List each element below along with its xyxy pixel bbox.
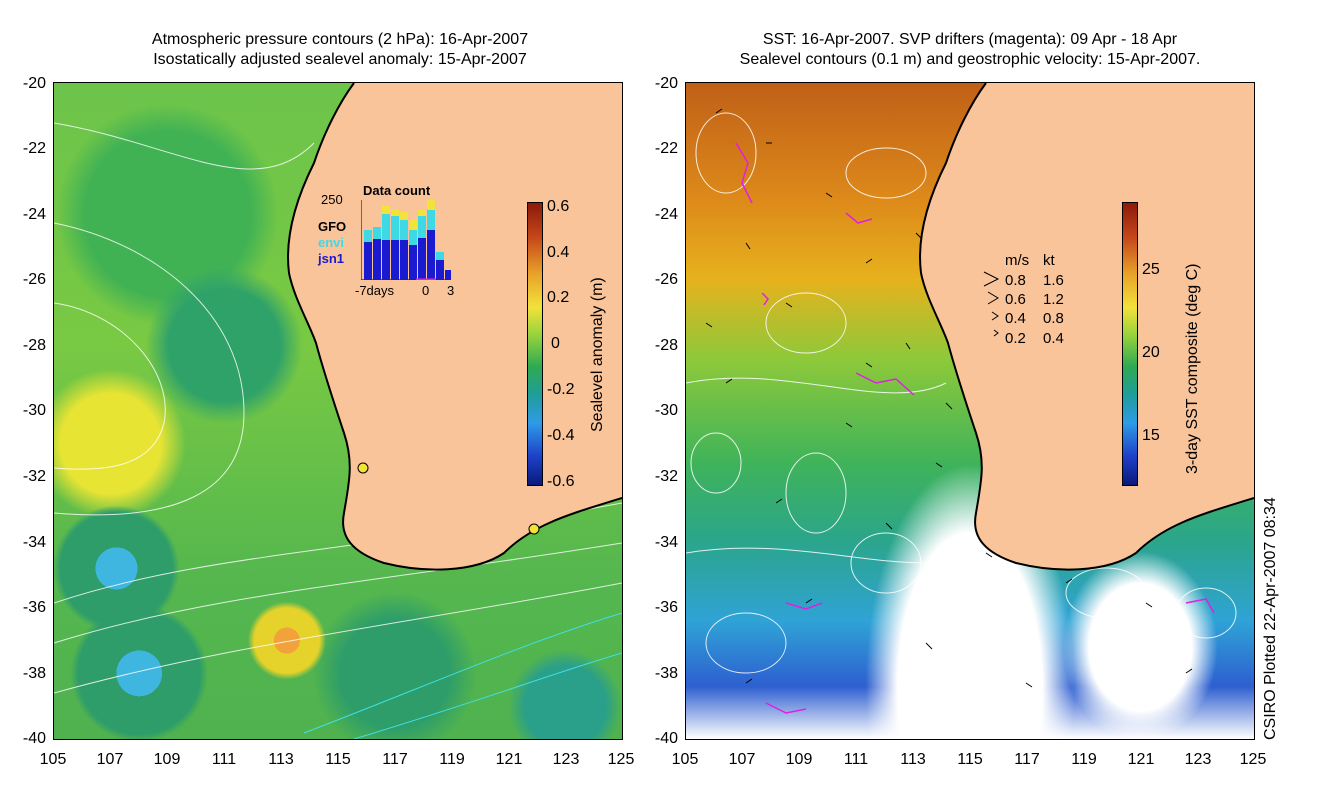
pressure-contours-cyan <box>303 612 622 739</box>
inset-ymax: 250 <box>321 192 343 207</box>
velocity-legend-kt: 0.4 <box>1043 330 1064 347</box>
right-xtick: 121 <box>1127 751 1155 768</box>
right-xtick: 117 <box>1014 751 1040 768</box>
velocity-legend-arrows <box>983 271 1000 337</box>
left-ytick: -22 <box>22 140 46 157</box>
left-xtick: 109 <box>153 751 181 768</box>
sealevel-contours <box>686 112 1237 674</box>
inset-bars <box>361 200 451 280</box>
left-xtick: 119 <box>439 751 465 768</box>
left-ytick: -28 <box>22 337 46 354</box>
right-ytick: -34 <box>654 534 678 551</box>
right-ytick: -24 <box>654 206 678 223</box>
left-cbar-tick-5: -0.4 <box>547 427 575 444</box>
velocity-legend-ms: 0.8 <box>1005 272 1026 289</box>
left-ytick: -24 <box>22 206 46 223</box>
left-xtick: 113 <box>268 751 294 768</box>
left-cbar-tick-2: 0.2 <box>547 289 570 306</box>
velocity-legend-kt: 1.2 <box>1043 291 1064 308</box>
inset-title: Data count <box>363 183 431 198</box>
left-ytick: -38 <box>22 665 46 682</box>
right-ytick: -40 <box>654 730 678 747</box>
right-xtick: 115 <box>957 751 983 768</box>
left-title-line2: Isostatically adjusted sealevel anomaly:… <box>153 51 527 68</box>
right-land <box>920 83 1254 570</box>
right-ytick: -32 <box>654 468 678 485</box>
left-tide-gauge-1 <box>357 462 369 474</box>
inset-bar-stack <box>364 200 451 280</box>
left-ytick: -20 <box>22 75 46 92</box>
left-xtick: 123 <box>552 751 580 768</box>
left-title-line1: Atmospheric pressure contours (2 hPa): 1… <box>151 31 529 48</box>
inset-xlabel-start: -7days <box>355 283 395 298</box>
right-ytick: -38 <box>654 665 678 682</box>
inset-xlabel-zero: 0 <box>422 283 430 298</box>
right-cbar-tick-1: 20 <box>1142 344 1160 361</box>
left-ytick: -32 <box>22 468 46 485</box>
velocity-legend-ms: 0.6 <box>1005 291 1026 308</box>
left-ytick: -30 <box>22 402 46 419</box>
velocity-vectors <box>705 108 1193 688</box>
right-coastline <box>919 83 1254 571</box>
right-title-line2: Sealevel contours (0.1 m) and geostrophi… <box>739 51 1201 68</box>
left-cbar-tick-1: 0.4 <box>547 244 570 261</box>
right-title-line1: SST: 16-Apr-2007. SVP drifters (magenta)… <box>762 31 1178 48</box>
inset-xlabel-end: 3 <box>447 283 455 298</box>
left-ytick: -40 <box>22 730 46 747</box>
svp-drifter-tracks <box>735 142 1215 714</box>
left-xtick: 107 <box>96 751 124 768</box>
right-xtick: 111 <box>843 751 869 768</box>
left-xtick: 111 <box>211 751 237 768</box>
velocity-legend-ms: 0.2 <box>1005 330 1026 347</box>
velocity-legend-header-ms: m/s <box>1005 252 1030 269</box>
right-ytick: -28 <box>654 337 678 354</box>
left-tide-gauge-2 <box>528 523 540 535</box>
sealevel-colorbar <box>527 202 543 486</box>
right-xtick: 109 <box>785 751 813 768</box>
right-xtick: 107 <box>728 751 756 768</box>
left-xtick: 125 <box>607 751 635 768</box>
right-map-title: SST: 16-Apr-2007. SVP drifters (magenta)… <box>690 30 1250 70</box>
right-cbar-label: 3-day SST composite (deg C) <box>1184 263 1201 474</box>
right-cbar-tick-0: 25 <box>1142 261 1160 278</box>
inset-legend-gfo: GFO <box>318 219 347 234</box>
right-xtick: 123 <box>1184 751 1212 768</box>
right-ytick: -26 <box>654 271 678 288</box>
right-ytick: -20 <box>654 75 678 92</box>
inset-legend-jsn1: jsn1 <box>318 251 345 266</box>
velocity-legend-header-kt: kt <box>1043 252 1055 269</box>
right-xtick: 125 <box>1239 751 1267 768</box>
left-cbar-tick-6: -0.6 <box>547 473 575 490</box>
left-ytick: -34 <box>22 534 46 551</box>
left-ytick: -26 <box>22 271 46 288</box>
velocity-legend-kt: 0.8 <box>1043 310 1064 327</box>
sst-map <box>685 82 1255 740</box>
sst-colorbar <box>1122 202 1138 486</box>
left-cbar-tick-0: 0.6 <box>547 198 570 215</box>
csiro-plot-credit: CSIRO Plotted 22-Apr-2007 08:34 <box>1262 497 1279 740</box>
left-map-title: Atmospheric pressure contours (2 hPa): 1… <box>60 30 620 70</box>
left-ytick: -36 <box>22 599 46 616</box>
right-xtick: 119 <box>1071 751 1097 768</box>
left-cbar-tick-3: 0 <box>551 335 560 352</box>
data-count-inset: Data count 250 GFO envi jsn1 -7days 0 3 <box>318 184 454 298</box>
right-xtick: 105 <box>671 751 699 768</box>
left-xtick: 121 <box>495 751 523 768</box>
velocity-legend-ms: 0.4 <box>1005 310 1026 327</box>
right-ytick: -22 <box>654 140 678 157</box>
left-cbar-label: Sealevel anomaly (m) <box>589 277 606 432</box>
right-cbar-tick-2: 15 <box>1142 427 1160 444</box>
velocity-legend-kt: 1.6 <box>1043 272 1064 289</box>
right-ytick: -36 <box>654 599 678 616</box>
left-land <box>288 83 622 570</box>
right-xtick: 113 <box>900 751 926 768</box>
right-map-overlay <box>686 83 1254 714</box>
left-cbar-tick-4: -0.2 <box>547 381 575 398</box>
left-xtick: 117 <box>382 751 408 768</box>
inset-legend-envi: envi <box>318 235 345 250</box>
right-ytick: -30 <box>654 402 678 419</box>
left-xtick: 115 <box>325 751 351 768</box>
left-xtick: 105 <box>39 751 67 768</box>
left-coastline <box>287 83 622 571</box>
